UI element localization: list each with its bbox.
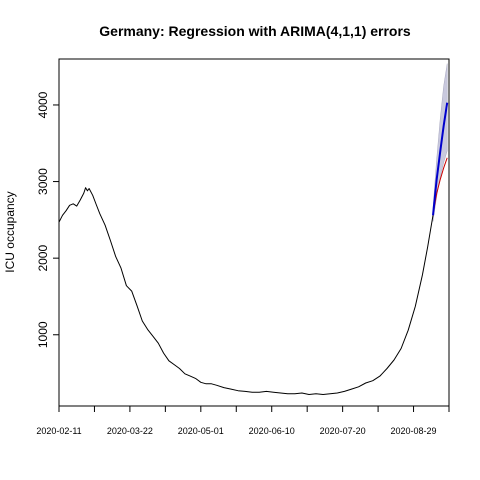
x-tick-label: 2020-03-22 — [107, 426, 153, 436]
x-tick-label: 2020-05-01 — [178, 426, 224, 436]
x-tick-label: 2020-06-10 — [249, 426, 295, 436]
series-observed-line — [58, 187, 434, 395]
y-axis: 1000 2000 3000 4000 — [36, 91, 60, 348]
y-axis-label: ICU occupancy — [3, 191, 17, 272]
chart-title: Germany: Regression with ARIMA(4,1,1) er… — [99, 23, 411, 39]
y-tick-label: 4000 — [36, 91, 50, 118]
x-tick-label: 2020-07-20 — [320, 426, 366, 436]
y-tick-label: 3000 — [36, 168, 50, 195]
series-layer — [58, 102, 449, 395]
series-forecast-mean-line — [432, 102, 449, 216]
x-axis: 2020-02-11 2020-03-22 2020-05-01 2020-06-10… — [36, 405, 450, 436]
x-tick-label: 2020-02-11 — [36, 426, 81, 436]
y-tick-label: 1000 — [36, 321, 50, 348]
y-tick-label: 2000 — [36, 245, 50, 272]
x-tick-label: 2020-08-29 — [390, 426, 436, 436]
